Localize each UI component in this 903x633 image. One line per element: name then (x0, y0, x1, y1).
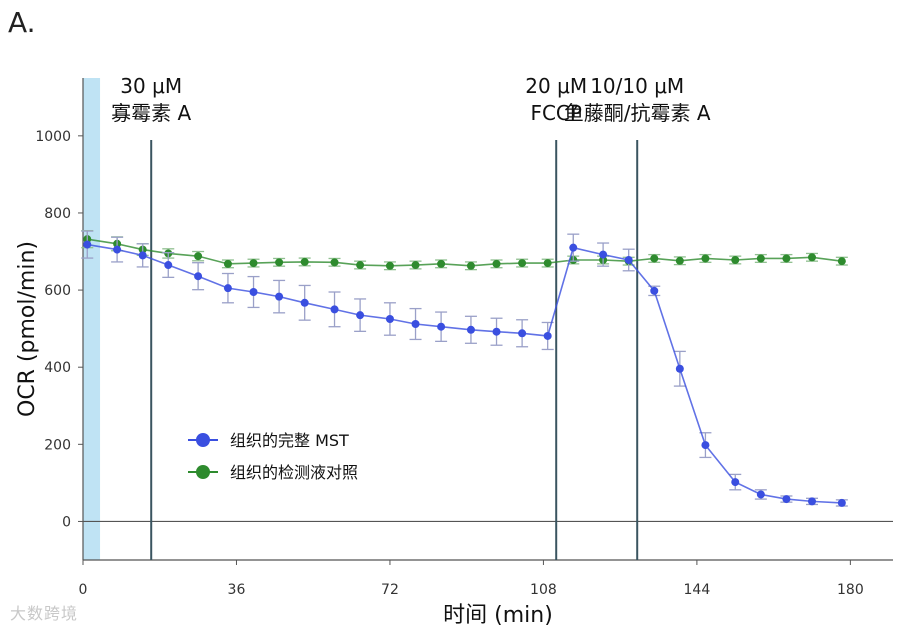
data-point (385, 315, 394, 323)
series-line (87, 238, 842, 267)
data-point (356, 311, 365, 320)
data-point (411, 261, 420, 270)
data-point (624, 256, 633, 265)
data-point (492, 259, 501, 268)
data-point (223, 284, 232, 293)
x-tick-label: 36 (228, 582, 246, 598)
data-point (385, 261, 394, 270)
x-tick-label: 180 (837, 582, 864, 598)
data-point (411, 320, 420, 329)
data-point (543, 259, 552, 268)
baseline-band (83, 78, 101, 560)
data-point (756, 254, 765, 263)
injection-compound-label: 鱼藤酮/抗霉素 A (564, 101, 711, 125)
y-tick-label: 600 (44, 283, 71, 299)
data-point (300, 257, 309, 266)
watermark-text: 大数跨境 (10, 604, 79, 623)
data-series (81, 230, 848, 507)
data-point (837, 257, 846, 266)
data-point (249, 288, 258, 297)
data-point (756, 490, 765, 499)
data-point (675, 364, 684, 373)
y-tick-label: 0 (62, 514, 71, 530)
data-point (518, 259, 527, 268)
x-tick-label: 0 (79, 582, 88, 598)
y-axis-title: OCR (pmol/min) (15, 241, 40, 417)
series-line (87, 243, 842, 504)
data-point (466, 325, 475, 334)
series-0 (81, 230, 848, 507)
y-tick-label: 1000 (35, 129, 71, 145)
y-tick-label: 200 (44, 437, 71, 453)
data-point (782, 495, 791, 504)
legend: 组织的完整 MST 组织的检测液对照 (188, 431, 358, 482)
injection-compound-label: FCCP (530, 101, 582, 125)
data-point (731, 256, 740, 265)
data-point (138, 251, 147, 260)
data-point (599, 250, 608, 259)
data-point (518, 329, 527, 338)
legend-label: 组织的检测液对照 (230, 463, 358, 482)
data-point (275, 292, 284, 301)
data-point (437, 259, 446, 268)
data-point (701, 441, 710, 450)
data-point (701, 254, 710, 263)
data-point (83, 240, 92, 249)
injection-dose-label: 10/10 μM (590, 74, 684, 98)
x-tick-label: 108 (530, 582, 557, 598)
data-point (113, 245, 122, 254)
data-point (223, 259, 232, 268)
x-tick-label: 72 (381, 582, 399, 598)
data-point (164, 261, 173, 270)
injection-compound-label: 寡霉素 A (111, 101, 191, 125)
y-tick-label: 400 (44, 360, 71, 376)
injection-dose-label: 20 μM (525, 74, 587, 98)
data-point (330, 258, 339, 267)
data-point (466, 261, 475, 270)
data-point (300, 298, 309, 307)
data-point (543, 331, 552, 340)
legend-marker (196, 433, 210, 447)
y-tick-label: 800 (44, 206, 71, 222)
data-point (194, 272, 203, 281)
data-point (675, 256, 684, 265)
legend-label: 组织的完整 MST (230, 431, 349, 450)
data-point (569, 243, 578, 252)
data-point (808, 497, 816, 506)
legend-marker (196, 465, 210, 479)
series-1 (81, 230, 848, 271)
data-point (356, 261, 365, 270)
data-point (782, 254, 791, 263)
x-axis-title: 时间 (min) (443, 603, 553, 628)
panel-label: A. (8, 6, 36, 39)
x-tick-label: 144 (684, 582, 711, 598)
data-point (650, 286, 659, 295)
data-point (731, 478, 740, 487)
data-point (837, 498, 846, 507)
injection-markers: 30 μM 寡霉素 A 20 μM FCCP 10/10 μM 鱼藤酮/抗霉素 A (111, 74, 711, 560)
data-point (650, 254, 659, 263)
data-point (194, 252, 203, 261)
data-point (808, 253, 816, 262)
axes: 0 200 400 600 800 1000 0 36 72 108 144 180 (35, 78, 893, 598)
data-point (330, 305, 339, 314)
data-point (492, 327, 501, 336)
data-point (437, 322, 446, 331)
injection-dose-label: 30 μM (120, 74, 182, 98)
data-point (249, 259, 258, 268)
data-point (275, 258, 284, 267)
